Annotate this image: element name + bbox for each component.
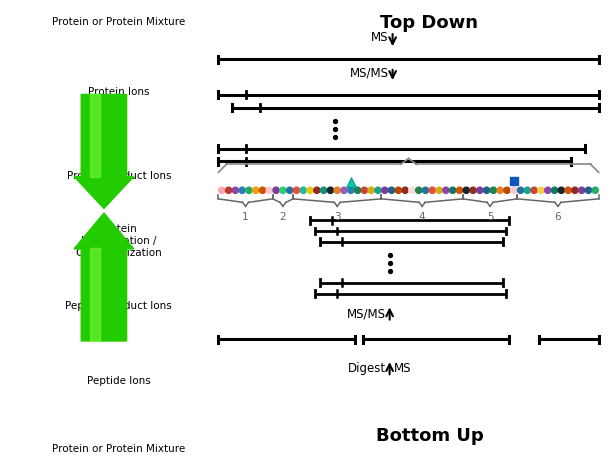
Circle shape [470,187,476,193]
Circle shape [463,187,469,193]
Text: Top Down: Top Down [381,15,479,32]
Circle shape [307,187,313,193]
Circle shape [429,187,435,193]
Circle shape [592,187,599,193]
Text: 2: 2 [280,212,286,222]
Circle shape [300,187,307,193]
Circle shape [348,187,354,193]
Circle shape [389,187,395,193]
Text: MS/MS: MS/MS [349,66,389,80]
Circle shape [232,187,239,193]
Text: Protein
Identification /
Characterization: Protein Identification / Characterizatio… [75,224,162,257]
Circle shape [490,187,496,193]
Circle shape [538,187,544,193]
Circle shape [321,187,327,193]
Text: Protein or Protein Mixture: Protein or Protein Mixture [52,444,185,454]
Circle shape [510,187,517,193]
Circle shape [409,187,415,193]
Circle shape [273,187,279,193]
Circle shape [545,187,551,193]
Circle shape [293,187,300,193]
Circle shape [402,187,408,193]
Text: Peptide Ions: Peptide Ions [87,375,151,386]
Circle shape [286,187,293,193]
Circle shape [497,187,503,193]
Circle shape [280,187,286,193]
Circle shape [382,187,388,193]
Text: Protein Ions: Protein Ions [88,87,149,97]
Text: Digest: Digest [348,362,386,375]
Text: 3: 3 [334,212,340,222]
Text: MS: MS [371,31,389,44]
Circle shape [266,187,272,193]
Circle shape [572,187,578,193]
Circle shape [375,187,381,193]
Circle shape [334,187,340,193]
Text: 6: 6 [554,212,561,222]
Circle shape [368,187,375,193]
Polygon shape [74,213,134,341]
Circle shape [483,187,490,193]
Text: Bottom Up: Bottom Up [376,427,483,445]
Circle shape [457,187,463,193]
Circle shape [436,187,442,193]
Circle shape [354,187,360,193]
Circle shape [442,187,449,193]
Circle shape [558,187,564,193]
Text: Peptide Product Ions: Peptide Product Ions [65,301,172,311]
Text: Protein or Protein Mixture: Protein or Protein Mixture [52,17,185,27]
Circle shape [477,187,483,193]
Circle shape [450,187,456,193]
Circle shape [422,187,428,193]
Circle shape [225,187,232,193]
Circle shape [524,187,531,193]
Text: MS: MS [394,362,411,375]
Text: 5: 5 [487,212,493,222]
Circle shape [531,187,537,193]
Text: 4: 4 [419,212,425,222]
Circle shape [551,187,558,193]
Circle shape [246,187,252,193]
Circle shape [314,187,320,193]
Circle shape [239,187,245,193]
Polygon shape [91,95,100,177]
Circle shape [327,187,334,193]
Text: MS/MS: MS/MS [346,307,386,320]
Text: Protein Product Ions: Protein Product Ions [67,171,171,181]
Circle shape [341,187,347,193]
Circle shape [361,187,368,193]
Text: 1: 1 [242,212,249,222]
Polygon shape [91,248,100,341]
Circle shape [585,187,592,193]
Polygon shape [74,95,134,208]
Circle shape [259,187,266,193]
Circle shape [504,187,510,193]
Bar [510,177,518,185]
Circle shape [565,187,571,193]
Circle shape [578,187,585,193]
Circle shape [518,187,524,193]
Circle shape [395,187,401,193]
Circle shape [253,187,259,193]
Circle shape [416,187,422,193]
Circle shape [218,187,225,193]
